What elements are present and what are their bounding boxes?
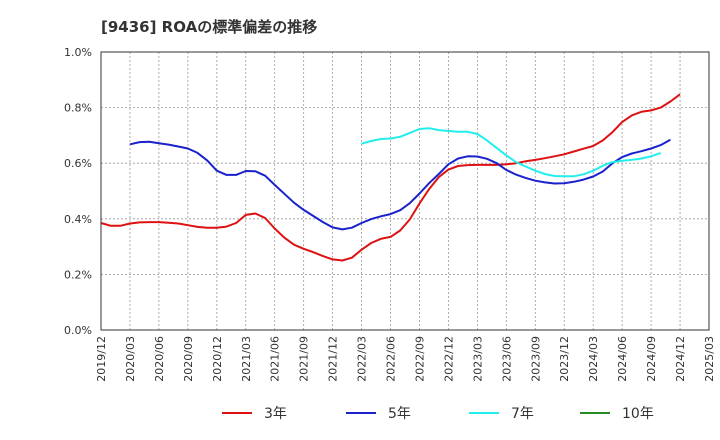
legend-label: 7年 (511, 406, 534, 422)
x-tick-label: 2021/03 (240, 336, 253, 382)
x-tick-label: 2023/12 (558, 336, 571, 382)
legend-label: 5年 (388, 406, 411, 422)
x-tick-label: 2024/12 (674, 336, 687, 382)
x-tick-label: 2021/06 (269, 336, 282, 382)
y-tick-labels: 0.0% 0.2% 0.4% 0.6% 0.8% 1.0% (64, 46, 92, 337)
y-tick-label: 1.0% (64, 46, 92, 59)
legend-label: 10年 (622, 406, 654, 422)
x-tick-label: 2020/03 (124, 336, 137, 382)
series-line (361, 127, 662, 178)
x-tick-label: 2024/09 (645, 336, 658, 382)
x-tick-label: 2020/09 (182, 336, 195, 382)
x-tick-label: 2020/12 (211, 336, 224, 382)
x-tick-label: 2022/06 (385, 336, 398, 382)
x-tick-labels: 2019/12 2020/03 2020/06 2020/09 2020/12 2021/… (95, 336, 716, 382)
y-tick-label: 0.6% (64, 157, 92, 170)
y-tick-label: 0.2% (64, 268, 92, 281)
gridlines (101, 52, 709, 330)
x-tick-label: 2023/06 (500, 336, 513, 382)
y-tick-label: 0.4% (64, 213, 92, 226)
x-tick-label: 2021/09 (298, 336, 311, 382)
plot-area (101, 52, 709, 330)
x-tick-label: 2023/09 (529, 336, 542, 382)
x-tick-label: 2022/03 (356, 336, 369, 382)
y-tick-label: 0.0% (64, 324, 92, 337)
legend-label: 3年 (264, 406, 287, 422)
x-tick-label: 2024/03 (587, 336, 600, 382)
series-lines (100, 93, 681, 262)
plot-frame (100, 51, 710, 331)
y-tick-label: 0.8% (64, 102, 92, 115)
x-tick-label: 2022/12 (442, 336, 455, 382)
x-tick-label: 2023/03 (471, 336, 484, 382)
x-tick-label: 2025/03 (703, 336, 716, 382)
x-tick-label: 2019/12 (95, 336, 108, 382)
legend: 3年 5年 7年 10年 (222, 406, 654, 422)
x-tick-label: 2022/09 (413, 336, 426, 382)
series-line (100, 93, 681, 262)
x-tick-label: 2024/06 (616, 336, 629, 382)
x-tick-label: 2020/06 (153, 336, 166, 382)
series-line (129, 138, 671, 231)
chart-title: [9436] ROAの標準偏差の推移 (101, 18, 318, 36)
x-tick-label: 2021/12 (327, 336, 340, 382)
